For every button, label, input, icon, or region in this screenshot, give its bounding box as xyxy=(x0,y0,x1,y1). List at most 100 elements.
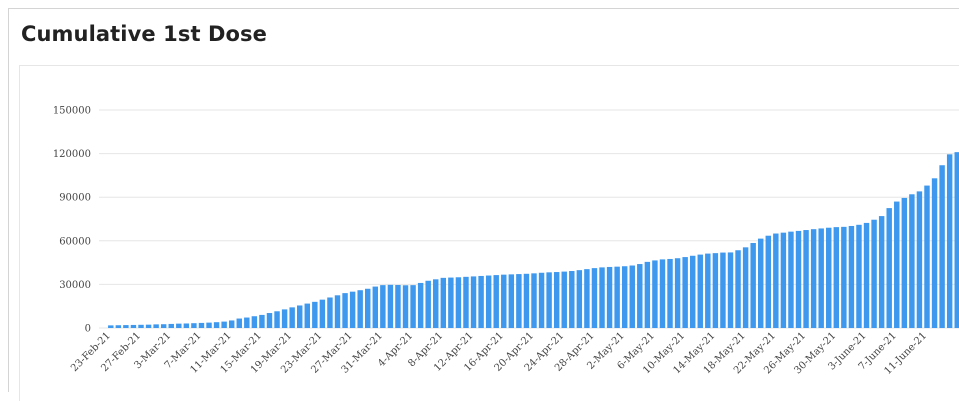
bar[interactable] xyxy=(176,324,181,328)
bar[interactable] xyxy=(554,272,559,328)
bar[interactable] xyxy=(342,293,347,328)
bar[interactable] xyxy=(516,274,521,328)
bar[interactable] xyxy=(773,234,778,328)
bar[interactable] xyxy=(410,285,415,328)
bar[interactable] xyxy=(871,220,876,328)
bar[interactable] xyxy=(592,268,597,328)
bar[interactable] xyxy=(577,270,582,328)
bar[interactable] xyxy=(750,243,755,328)
bar[interactable] xyxy=(539,273,544,328)
bar[interactable] xyxy=(418,283,423,328)
bar[interactable] xyxy=(335,295,340,328)
bar[interactable] xyxy=(698,255,703,328)
bar[interactable] xyxy=(289,307,294,328)
bar[interactable] xyxy=(841,227,846,328)
bar[interactable] xyxy=(705,254,710,328)
bar[interactable] xyxy=(425,281,430,328)
bar[interactable] xyxy=(357,290,362,328)
bar[interactable] xyxy=(675,258,680,328)
bar[interactable] xyxy=(728,252,733,328)
bar[interactable] xyxy=(478,276,483,328)
bar[interactable] xyxy=(826,228,831,328)
bar[interactable] xyxy=(259,315,264,328)
bar[interactable] xyxy=(463,277,468,328)
bar[interactable] xyxy=(667,259,672,328)
bar[interactable] xyxy=(637,264,642,328)
bar[interactable] xyxy=(546,272,551,328)
bar[interactable] xyxy=(682,257,687,328)
bar[interactable] xyxy=(584,269,589,328)
bar[interactable] xyxy=(441,278,446,328)
bar[interactable] xyxy=(735,250,740,328)
bar[interactable] xyxy=(237,319,242,328)
bar[interactable] xyxy=(131,325,136,328)
bar[interactable] xyxy=(894,202,899,328)
bar[interactable] xyxy=(221,322,226,328)
bar[interactable] xyxy=(471,276,476,328)
bar[interactable] xyxy=(493,275,498,328)
bar[interactable] xyxy=(614,267,619,328)
bar[interactable] xyxy=(312,302,317,328)
bar[interactable] xyxy=(229,320,234,328)
bar[interactable] xyxy=(599,267,604,328)
bar[interactable] xyxy=(630,266,635,328)
bar[interactable] xyxy=(297,305,302,328)
bar[interactable] xyxy=(380,285,385,328)
bar[interactable] xyxy=(652,260,657,328)
bar[interactable] xyxy=(320,300,325,328)
bar[interactable] xyxy=(720,253,725,328)
bar[interactable] xyxy=(781,233,786,328)
bar[interactable] xyxy=(486,276,491,328)
bar[interactable] xyxy=(395,285,400,328)
bar[interactable] xyxy=(123,325,128,328)
bar[interactable] xyxy=(849,226,854,328)
bar[interactable] xyxy=(955,152,959,328)
bar[interactable] xyxy=(834,227,839,328)
bar[interactable] xyxy=(947,154,952,328)
bar[interactable] xyxy=(403,285,408,328)
bar[interactable] xyxy=(864,223,869,328)
bar[interactable] xyxy=(433,279,438,328)
bar[interactable] xyxy=(214,322,219,328)
bar[interactable] xyxy=(902,198,907,328)
bar[interactable] xyxy=(690,256,695,328)
bar[interactable] xyxy=(153,324,158,328)
bar[interactable] xyxy=(856,225,861,328)
bar[interactable] xyxy=(622,266,627,328)
bar[interactable] xyxy=(252,316,257,328)
bar[interactable] xyxy=(146,325,151,328)
bar[interactable] xyxy=(569,271,574,328)
bar[interactable] xyxy=(206,323,211,328)
bar[interactable] xyxy=(758,239,763,328)
bar[interactable] xyxy=(803,230,808,328)
bar[interactable] xyxy=(169,324,174,328)
bar[interactable] xyxy=(788,232,793,328)
bar[interactable] xyxy=(562,272,567,328)
bar[interactable] xyxy=(388,285,393,328)
bar[interactable] xyxy=(116,325,121,328)
bar[interactable] xyxy=(373,287,378,328)
bar[interactable] xyxy=(766,236,771,328)
bar[interactable] xyxy=(448,278,453,328)
bar[interactable] xyxy=(191,323,196,328)
bar[interactable] xyxy=(811,229,816,328)
bar[interactable] xyxy=(932,178,937,328)
bar[interactable] xyxy=(327,297,332,328)
bar[interactable] xyxy=(645,262,650,328)
bar[interactable] xyxy=(365,289,370,328)
bar[interactable] xyxy=(607,267,612,328)
bar[interactable] xyxy=(524,274,529,328)
bar[interactable] xyxy=(199,323,204,328)
bar[interactable] xyxy=(350,292,355,328)
bar[interactable] xyxy=(184,323,189,328)
bar[interactable] xyxy=(501,275,506,328)
bar[interactable] xyxy=(531,273,536,328)
bar[interactable] xyxy=(267,313,272,328)
bar[interactable] xyxy=(909,194,914,328)
bar[interactable] xyxy=(796,231,801,328)
bar[interactable] xyxy=(660,259,665,328)
bar[interactable] xyxy=(818,228,823,328)
bar[interactable] xyxy=(305,304,310,328)
bar[interactable] xyxy=(713,253,718,328)
bar[interactable] xyxy=(743,247,748,328)
